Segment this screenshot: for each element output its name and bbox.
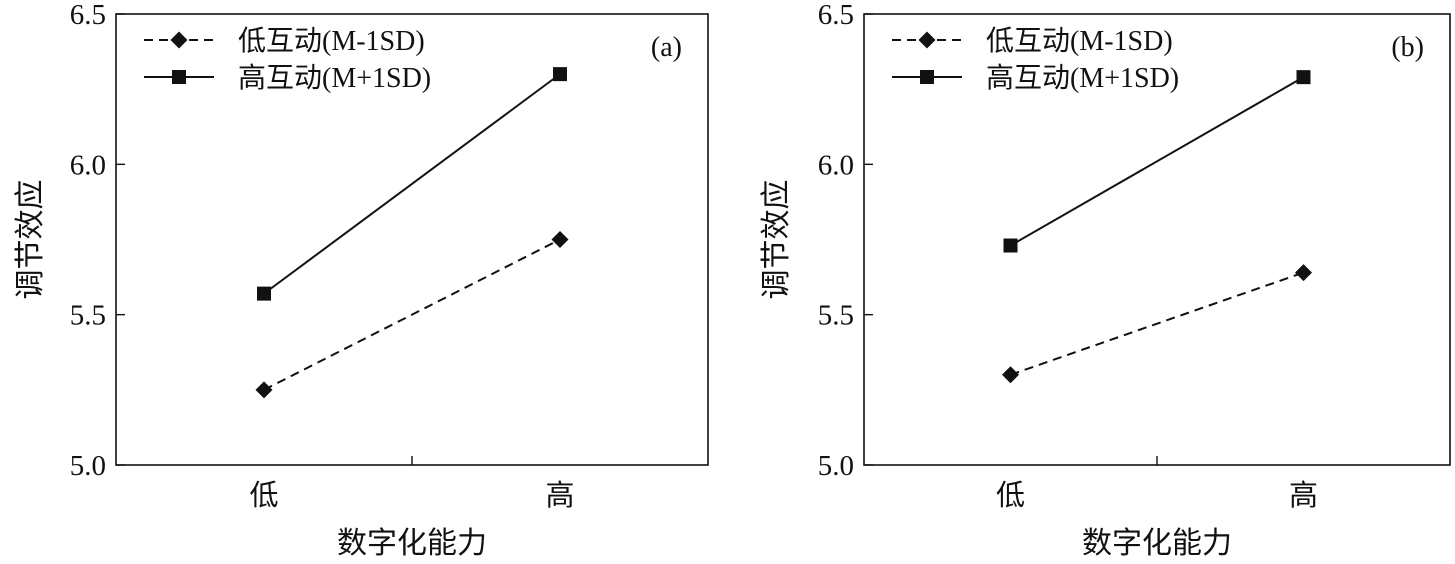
y-tick-label: 6.5 [70, 0, 106, 31]
x-axis-title: 数字化能力 [337, 527, 487, 559]
data-point-square [1003, 238, 1018, 253]
data-point-diamond [551, 231, 569, 248]
x-tick-label: 高 [545, 479, 574, 512]
data-point-diamond [1295, 264, 1312, 282]
panel-label: (a) [651, 32, 682, 63]
legend-label: 低互动(M-1SD) [986, 25, 1173, 57]
y-tick-label: 5.0 [818, 450, 854, 482]
y-tick-label: 6.5 [818, 0, 854, 31]
y-axis-title: 调节效应 [760, 180, 793, 300]
y-tick-label: 6.0 [818, 149, 854, 181]
data-point-square [257, 286, 271, 301]
y-axis-title: 调节效应 [14, 180, 47, 300]
y-tick-label: 6.0 [70, 149, 106, 181]
series-line-low [263, 238, 561, 391]
x-tick-label: 低 [996, 479, 1025, 512]
x-tick-label: 低 [249, 479, 278, 512]
data-point-square [553, 67, 567, 82]
y-tick-label: 5.0 [70, 450, 106, 482]
x-tick-label: 高 [1289, 479, 1318, 512]
legend-label: 高互动(M+1SD) [238, 62, 431, 94]
y-tick-label: 5.5 [70, 300, 106, 332]
x-axis-title: 数字化能力 [1082, 527, 1232, 559]
panel-label: (b) [1391, 32, 1424, 63]
data-point-diamond [1002, 366, 1019, 384]
legend-marker [918, 31, 936, 49]
legend-label: 高互动(M+1SD) [986, 62, 1179, 94]
series-line-high [1010, 76, 1304, 247]
legend-label: 低互动(M-1SD) [238, 25, 425, 57]
legend-marker [920, 70, 934, 84]
series-line-high [263, 73, 561, 295]
legend-marker [170, 31, 188, 49]
series-line-low [1010, 271, 1304, 376]
data-point-diamond [255, 381, 273, 399]
legend-marker [172, 70, 186, 84]
data-point-square [1296, 70, 1311, 85]
y-tick-label: 5.5 [818, 300, 854, 332]
